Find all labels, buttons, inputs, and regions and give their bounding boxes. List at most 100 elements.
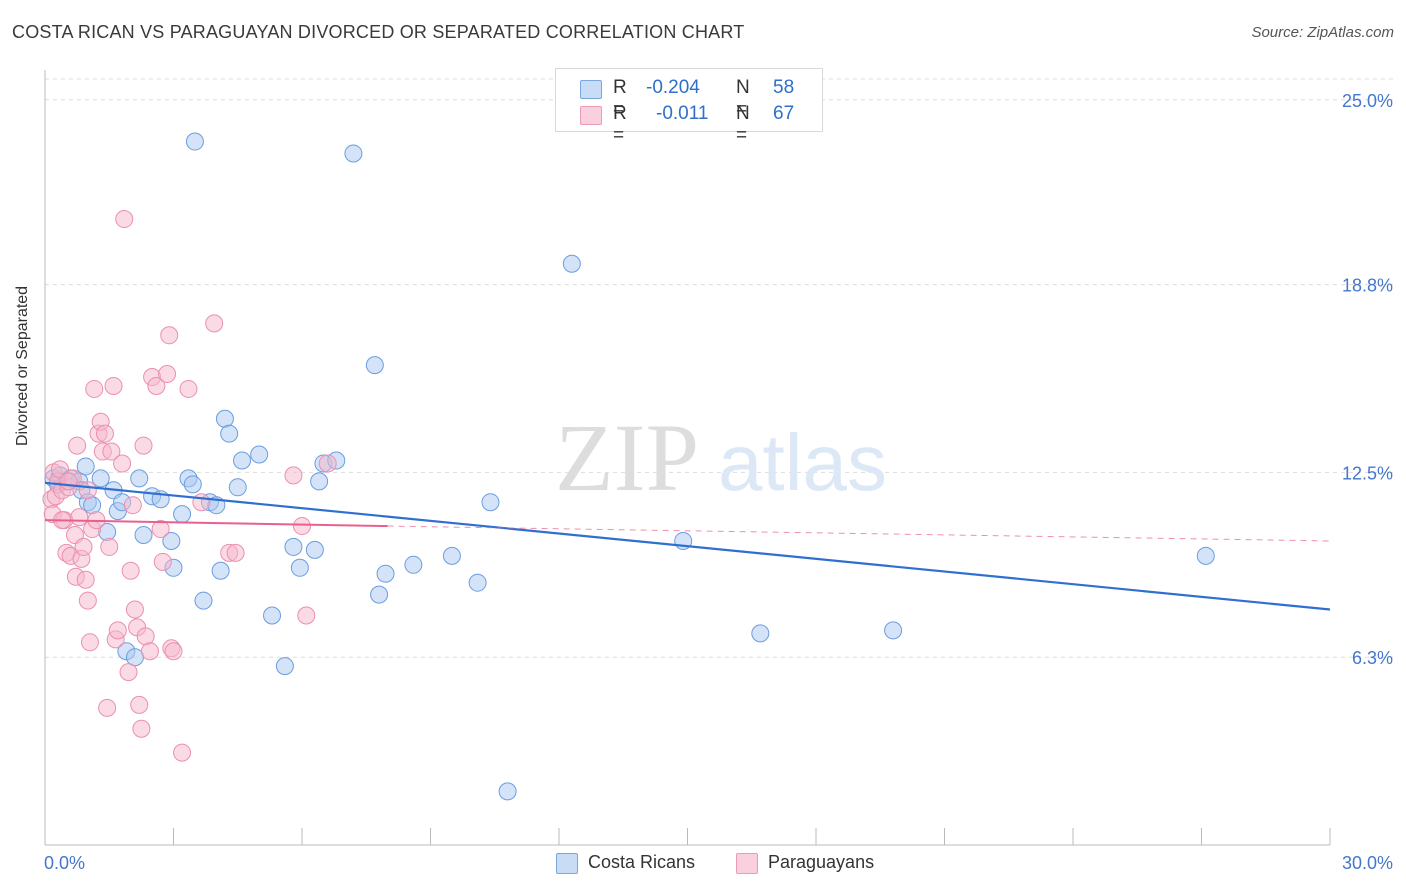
costa-rican-point <box>498 782 517 801</box>
data-points <box>42 132 1215 801</box>
legend-n-label: N = <box>736 77 750 120</box>
costa-rican-point <box>134 526 153 544</box>
bottom-legend-label: Paraguayans <box>768 852 875 872</box>
paraguayan-point <box>284 466 303 485</box>
paraguayan-point <box>85 379 104 398</box>
paraguayan-point <box>100 537 119 556</box>
correlation-legend: R = -0.204 N = 58 R = -0.011 N = 67 <box>555 68 823 146</box>
costa-rican-point <box>162 531 181 550</box>
costa-rican-point <box>376 564 395 583</box>
costa-rican-point <box>884 621 903 640</box>
paraguayan-point <box>123 496 142 515</box>
paraguayan-point <box>59 472 78 491</box>
paraguayan-point <box>160 326 179 345</box>
costa-rican-point <box>290 558 309 577</box>
x-tick-labels: 0.0% 30.0% <box>44 853 1393 873</box>
paraguayan-point <box>113 454 132 473</box>
paraguayan-point <box>115 210 134 229</box>
y-tick-label: 18.8% <box>1342 276 1393 296</box>
paraguayan-point <box>140 642 159 661</box>
paraguayan-point <box>293 517 311 536</box>
bottom-swatch-pink <box>736 853 758 874</box>
costa-rican-point <box>130 469 149 488</box>
chart-source: Source: ZipAtlas.com <box>1251 24 1394 41</box>
grid-lines <box>45 78 1395 658</box>
costa-rican-point <box>211 561 230 580</box>
paraguayan-point <box>98 698 117 717</box>
y-tick-label: 6.3% <box>1352 648 1393 668</box>
costa-rican-point <box>370 585 389 604</box>
trend-lines <box>44 481 1331 611</box>
paraguayan-point <box>104 376 123 395</box>
watermark: ZIP atlas <box>555 404 887 511</box>
costa-rican-point <box>275 657 294 676</box>
paraguayan-point <box>108 621 127 640</box>
legend-swatch-pink <box>580 106 602 125</box>
legend-r-value: -0.011 <box>656 103 709 124</box>
costa-rican-point <box>215 409 234 428</box>
paraguayan-point <box>153 552 172 571</box>
y-tick-label: 12.5% <box>1342 463 1393 483</box>
watermark-atlas: atlas <box>718 418 887 507</box>
paraguayan-point <box>147 376 166 395</box>
paraguayan-point <box>179 379 198 398</box>
paraguayan-point <box>95 424 114 443</box>
costa-rican-point <box>404 555 423 574</box>
costa-rican-point <box>185 132 204 151</box>
paraguayan-point <box>121 561 140 580</box>
costa-rican-point <box>481 493 500 512</box>
paraguayan-point <box>68 436 87 455</box>
axes <box>44 70 1331 846</box>
costa-rican-point <box>194 591 213 610</box>
watermark-zip: ZIP <box>555 404 699 511</box>
paraguayan-point <box>74 537 93 556</box>
paraguayan-point <box>192 493 211 512</box>
costa-rican-point <box>228 478 247 497</box>
legend-r-label: R = <box>613 103 627 146</box>
costa-rican-point <box>344 144 363 163</box>
costa-rican-point <box>1196 546 1215 565</box>
paraguayan-point <box>119 663 138 682</box>
paraguayan-point <box>297 606 316 625</box>
costa-rican-point <box>562 254 581 273</box>
costa-rican-point <box>83 496 102 515</box>
legend-r-value: -0.204 <box>646 77 700 98</box>
y-tick-label: 25.0% <box>1342 91 1393 111</box>
bottom-swatch-blue <box>556 853 578 874</box>
costa-rican-point <box>173 505 192 524</box>
y-axis-label: Divorced or Separated <box>14 285 31 446</box>
paraguayan-point <box>80 633 99 652</box>
costa-rican-point <box>220 424 239 443</box>
paraguayan-point <box>102 442 121 461</box>
costa-rican-point <box>263 606 282 625</box>
paraguayan-point <box>226 543 245 562</box>
y-tick-labels: 6.3% 12.5% 18.8% 25.0% <box>1342 91 1393 668</box>
legend-n-value: 58 <box>773 77 795 98</box>
costa-rican-point <box>310 472 329 491</box>
x-tick-label: 30.0% <box>1342 853 1393 873</box>
costa-rican-point <box>233 451 252 470</box>
legend-swatch-blue <box>580 80 602 99</box>
costa-rican-point <box>442 546 461 565</box>
paraguayan-trend-extension <box>387 525 1331 542</box>
legend-n-value: 67 <box>773 103 795 124</box>
costa-rican-trend-line <box>44 481 1331 611</box>
legend-r-label: R = <box>613 77 627 120</box>
paraguayan-point <box>173 743 192 762</box>
paraguayan-point <box>130 695 149 714</box>
costa-rican-point <box>468 573 487 592</box>
paraguayan-point <box>70 508 89 527</box>
paraguayan-point <box>78 591 97 610</box>
paraguayan-point <box>136 627 155 646</box>
costa-rican-point <box>91 469 110 488</box>
costa-rican-point <box>250 445 269 464</box>
chart-title: COSTA RICAN VS PARAGUAYAN DIVORCED OR SE… <box>12 22 745 42</box>
x-tick-label: 0.0% <box>44 853 85 873</box>
bottom-legend-label: Costa Ricans <box>588 852 696 872</box>
costa-rican-point <box>76 457 95 476</box>
costa-rican-point <box>365 356 384 375</box>
paraguayan-point <box>164 642 183 661</box>
costa-rican-point <box>183 475 202 494</box>
paraguayan-point <box>318 454 337 473</box>
